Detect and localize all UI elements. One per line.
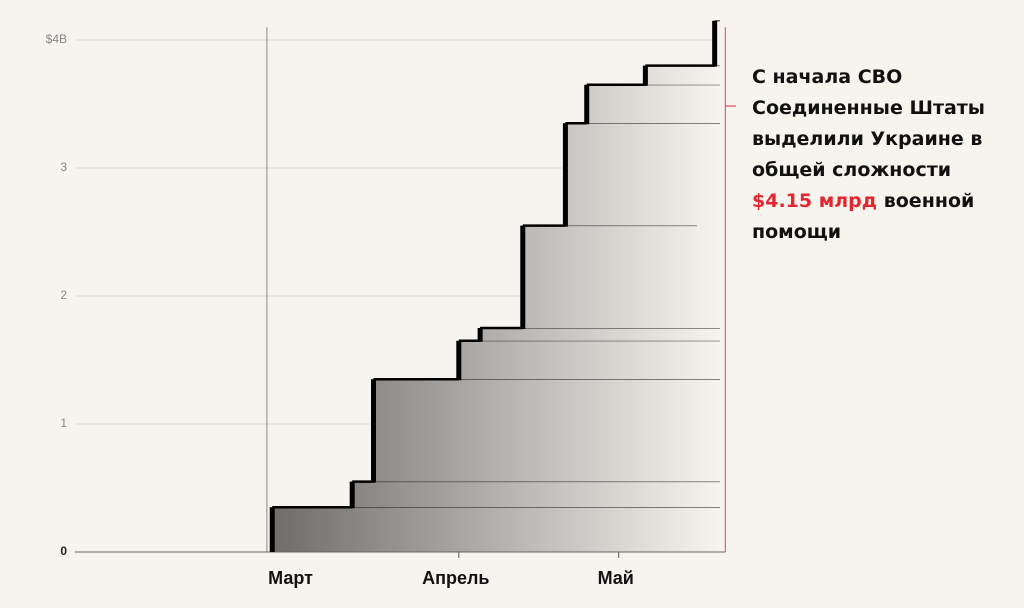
y-tick-label: 3 [60, 160, 67, 174]
aid-band [586, 84, 720, 124]
y-tick-label: 1 [60, 416, 67, 430]
annotation-text: военной помощи [752, 190, 975, 243]
step-riser [712, 20, 718, 67]
aid-band [565, 123, 720, 226]
step-riser [520, 225, 526, 329]
step-riser [477, 328, 483, 342]
step-riser [642, 65, 648, 86]
annotation-highlight: $4.15 млрд [752, 190, 878, 212]
x-tick-label: Май [598, 568, 634, 588]
x-tick-label: Апрель [422, 568, 489, 588]
aid-band [352, 481, 720, 508]
step-riser [371, 379, 377, 483]
step-riser [562, 123, 568, 227]
aid-band [714, 20, 720, 66]
aid-band [458, 340, 720, 380]
step-riser [584, 84, 590, 125]
aid-band [373, 379, 720, 482]
step-riser [456, 340, 462, 381]
y-tick-label: 0 [60, 544, 67, 558]
aid-band [522, 225, 720, 328]
aid-band [272, 507, 720, 552]
y-tick-label: 2 [60, 288, 67, 302]
aid-band [645, 65, 720, 85]
y-tick-label: $4B [46, 32, 67, 46]
step-riser [269, 507, 275, 552]
annotation: С начала СВО Соединенные Штаты выделили … [752, 62, 1002, 248]
aid-band [480, 328, 720, 341]
annotation-text: С начала СВО Соединенные Штаты выделили … [752, 66, 985, 181]
step-riser [349, 481, 355, 509]
x-tick-label: Март [268, 568, 313, 588]
